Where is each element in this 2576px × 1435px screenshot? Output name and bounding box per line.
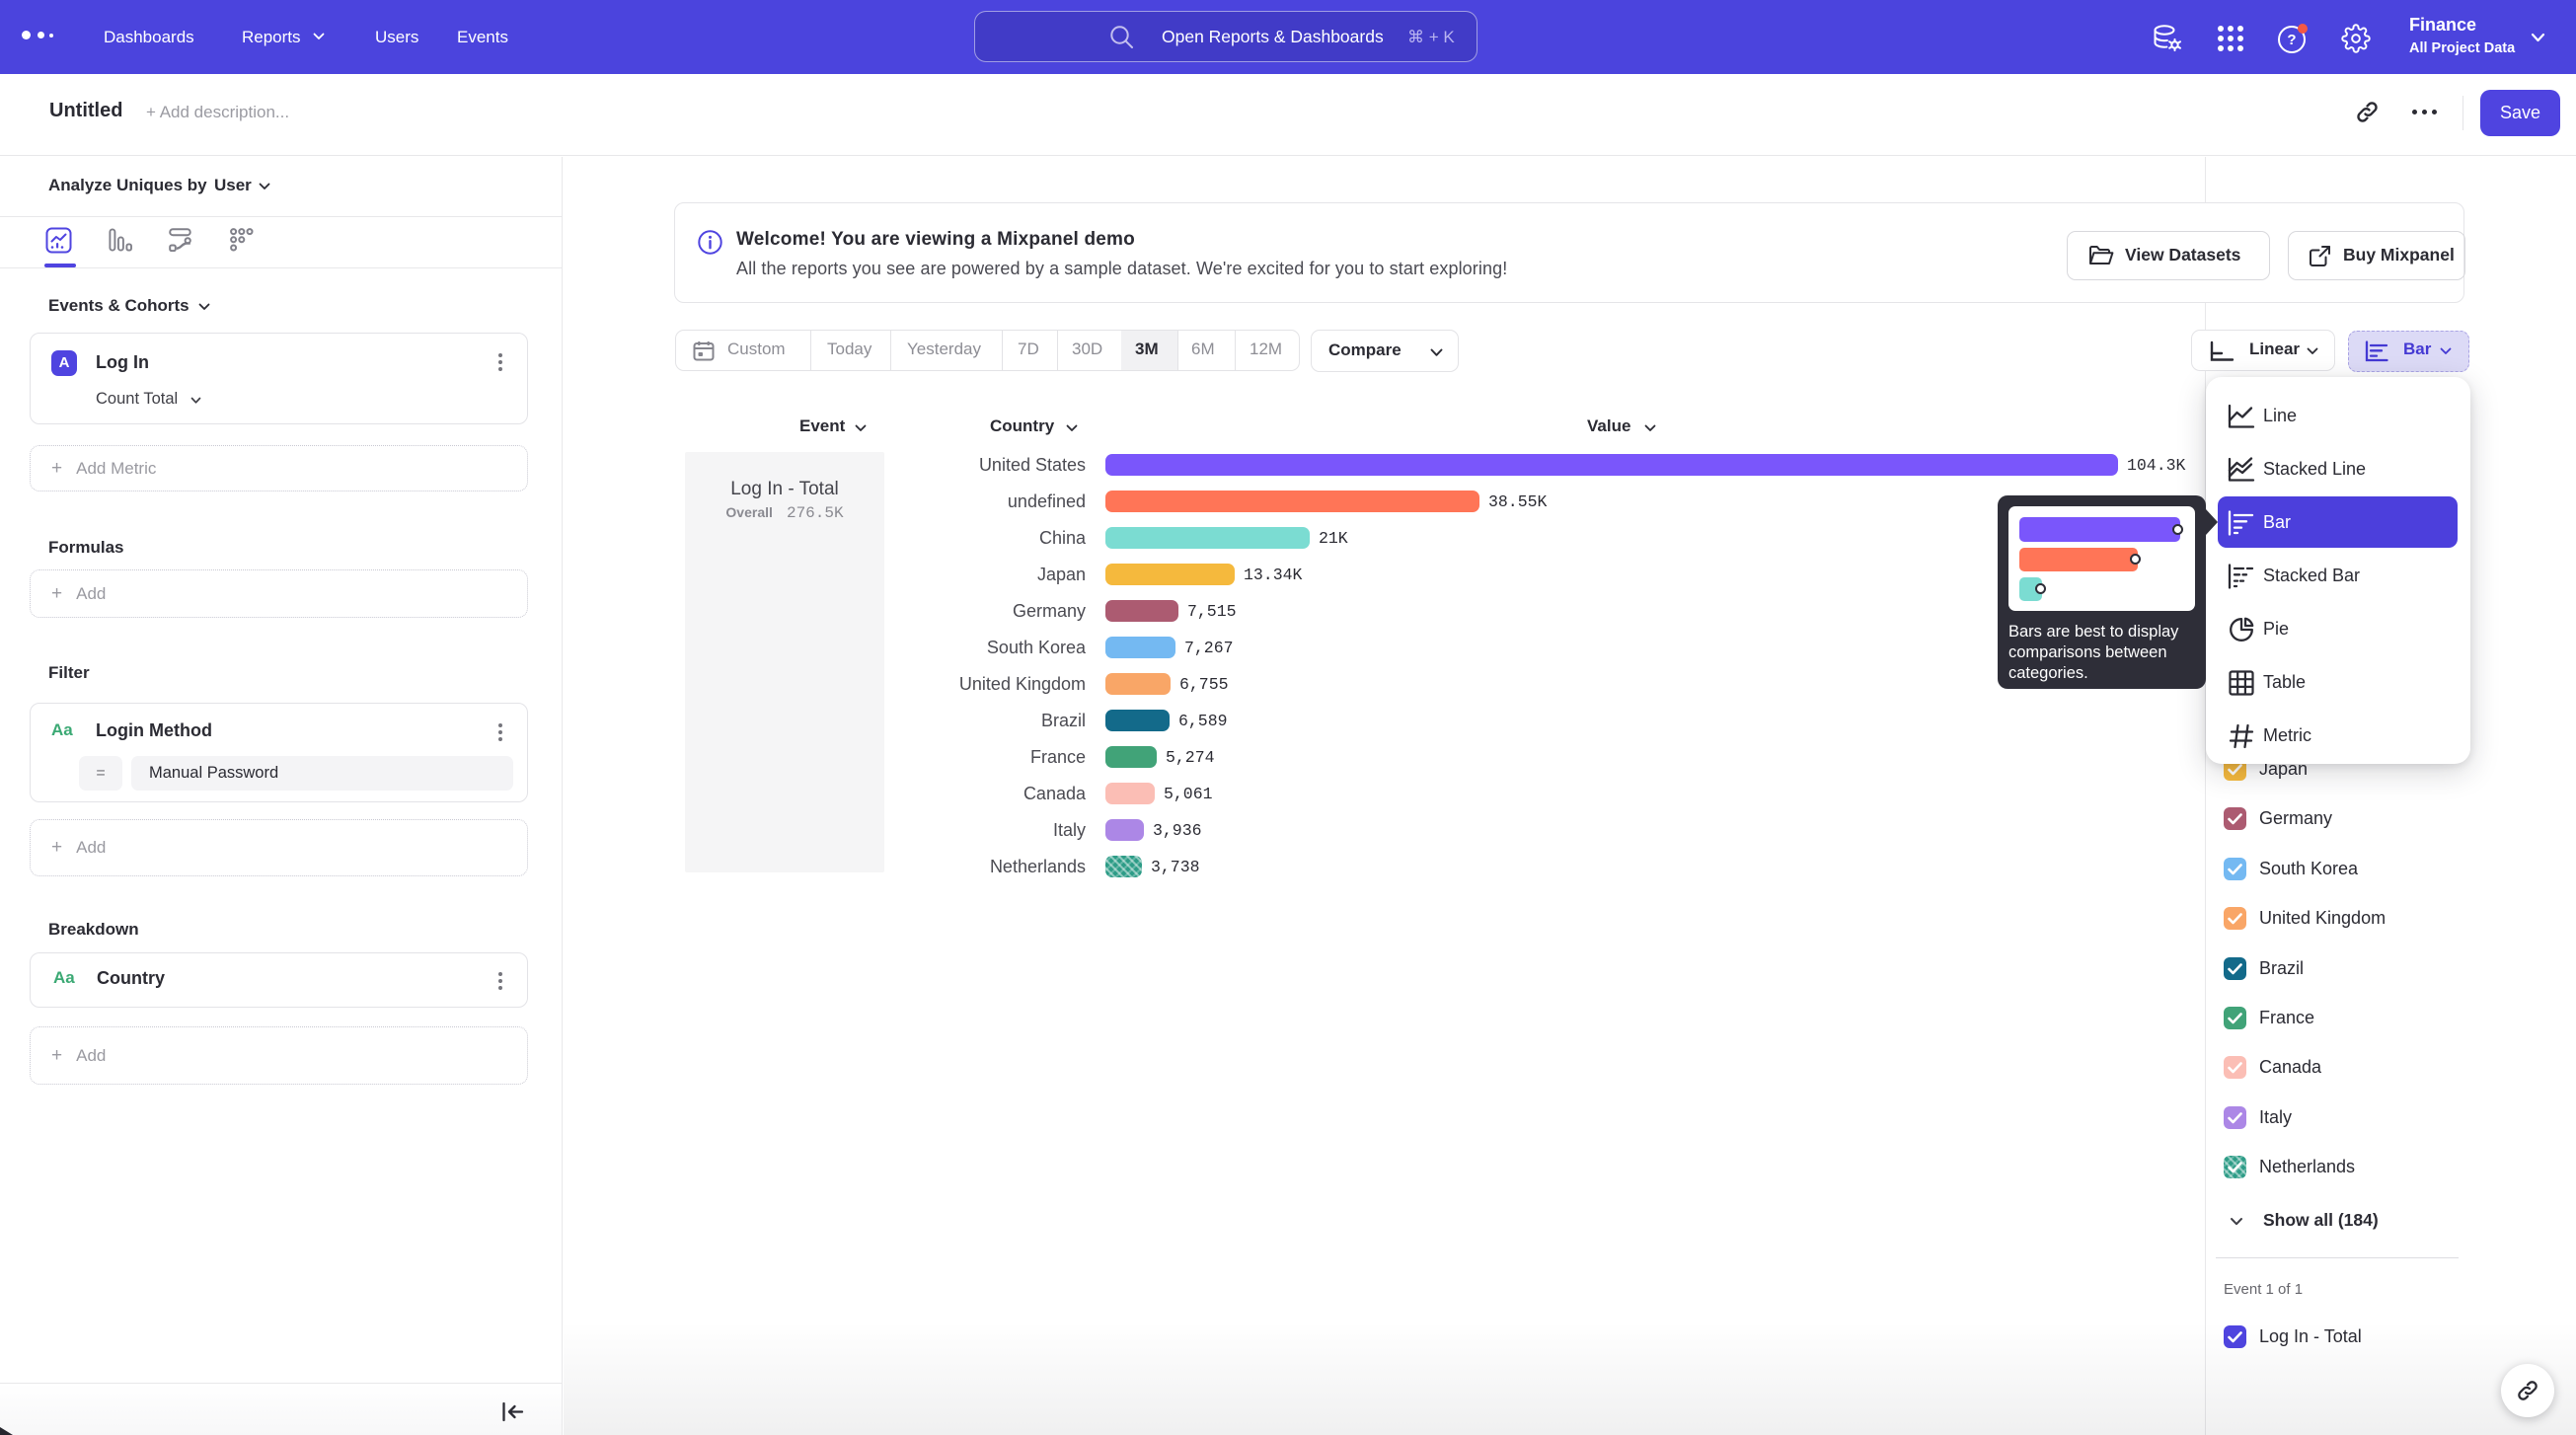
svg-text:?: ? [2287,32,2296,48]
